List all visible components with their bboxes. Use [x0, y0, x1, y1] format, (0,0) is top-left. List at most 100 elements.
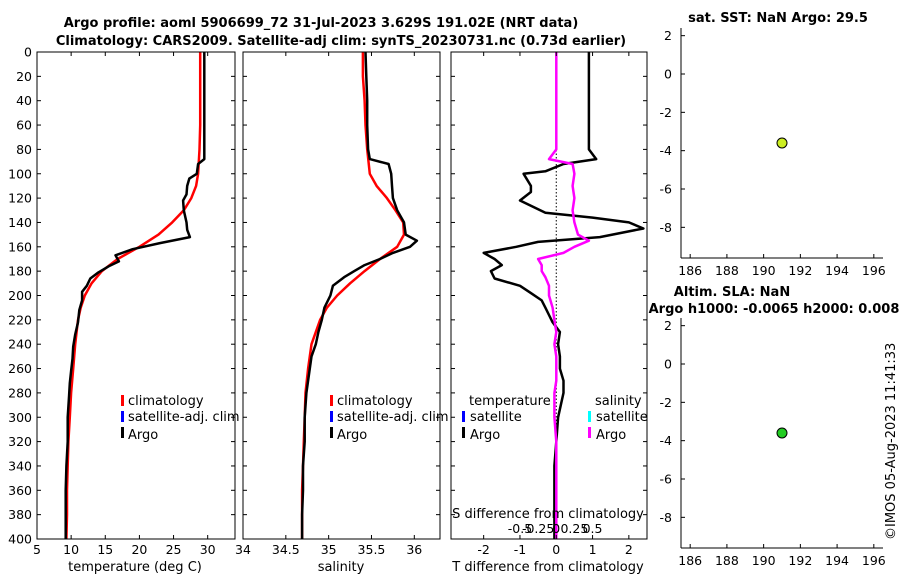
depth-tick-label: 60 — [16, 118, 32, 133]
sla-x-tick-label: 192 — [788, 553, 812, 568]
sst-map-panel: 2 0 -2 -4 -6 -8 186 188 190 192 194 196 — [660, 28, 886, 278]
difference-series-s-difference-argo — [536, 52, 591, 539]
x-tick-label: 0 — [552, 542, 560, 557]
salinity-panel: 34 34.5 35 35.5 36 — [235, 51, 441, 557]
legend-s-satellite-label: satellite — [596, 410, 648, 425]
depth-tick-label: 140 — [8, 215, 32, 230]
temperature-series-climatology — [65, 52, 202, 540]
x-tick-label: -2 — [477, 542, 489, 557]
sla-y-tick-label: 0 — [664, 357, 672, 372]
temperature-series-argo — [64, 52, 206, 539]
salinity-legend: climatology satellite-adj. clim Argo — [330, 394, 449, 443]
x-tick-label: 15 — [97, 542, 113, 557]
depth-tick-label: 300 — [8, 410, 32, 425]
s-difference-xlabel: S difference from climatology — [452, 507, 644, 522]
legend-climatology-label: climatology — [128, 394, 204, 409]
temperature-panel: 0 20 40 60 80 100 120 140 160 180 200 220 240 260 280 3… — [8, 45, 236, 557]
x-tick-label: 5 — [33, 542, 41, 557]
x-tick-label: 1 — [589, 542, 597, 557]
sst-x-tick-label: 192 — [788, 263, 812, 278]
imos-watermark: ©IMOS 05-Aug-2023 11:41:33 — [884, 343, 899, 540]
depth-tick-label: 400 — [8, 532, 32, 547]
legend-s-argo-label: Argo — [596, 428, 626, 443]
salinity-series-argo — [300, 51, 419, 539]
legend-argo-label: Argo — [337, 428, 367, 443]
difference-panel: -2 -1 0 1 2-0.5-0.250 0.250.5 — [450, 51, 648, 557]
sla-y-tick-label: 2 — [664, 318, 672, 333]
difference-legend: temperature salinity satellite Argo sate… — [462, 394, 648, 443]
depth-tick-label: 260 — [8, 361, 32, 376]
legend-t-satellite-swatch — [462, 411, 465, 422]
sst-x-tick-label: 196 — [862, 263, 886, 278]
legend-t-argo-swatch — [462, 427, 465, 438]
sst-y-tick-label: 2 — [664, 28, 672, 43]
sla-x-tick-label: 190 — [752, 553, 776, 568]
sst-x-tick-label: 194 — [825, 263, 849, 278]
depth-tick-label: 180 — [8, 264, 32, 279]
sla-profile-location-marker — [776, 427, 788, 439]
sla-title-line2: Argo h1000: -0.0065 h2000: 0.008 — [649, 302, 900, 317]
legend-satellite-swatch — [121, 411, 124, 422]
x-tick-label: 35.5 — [358, 542, 386, 557]
main-title-line1: Argo profile: aoml 5906699_72 31-Jul-202… — [64, 16, 579, 31]
x-tick-label: 35 — [321, 542, 337, 557]
difference-series-t-difference-argo — [482, 52, 645, 539]
salinity-xlabel: salinity — [318, 560, 365, 575]
temperature-xlabel: temperature (deg C) — [68, 560, 202, 575]
sst-y-tick-label: -6 — [660, 182, 673, 197]
sla-map-panel: 2 0 -2 -4 -6 -8 186 188 190 192 194 196 — [660, 318, 886, 568]
legend-satellite-label: satellite-adj. clim — [128, 410, 240, 425]
sst-y-tick-label: -8 — [660, 220, 673, 235]
legend-satellite-swatch — [330, 411, 333, 422]
x-tick-label: 34.5 — [272, 542, 300, 557]
depth-tick-label: 120 — [8, 191, 32, 206]
depth-tick-label: 160 — [8, 239, 32, 254]
depth-tick-label: 200 — [8, 288, 32, 303]
sla-x-tick-label: 194 — [825, 553, 849, 568]
depth-tick-label: 40 — [16, 93, 32, 108]
legend-s-argo-swatch — [588, 427, 591, 438]
legend-salinity-header: salinity — [595, 394, 642, 409]
depth-tick-label: 220 — [8, 312, 32, 327]
s-difference-tick-label: -0.5 — [508, 521, 532, 536]
depth-tick-label: 360 — [8, 483, 32, 498]
sla-y-tick-label: -2 — [660, 395, 672, 410]
sst-y-tick-label: 0 — [664, 67, 672, 82]
legend-climatology-swatch — [330, 395, 333, 406]
sst-profile-location-marker — [776, 137, 788, 149]
sst-x-tick-label: 190 — [752, 263, 776, 278]
sst-y-tick-label: -2 — [660, 105, 672, 120]
x-tick-label: 36 — [406, 542, 422, 557]
sst-x-tick-label: 186 — [678, 263, 702, 278]
depth-tick-label: 100 — [8, 166, 32, 181]
x-tick-label: 25 — [166, 542, 182, 557]
depth-tick-label: 340 — [8, 458, 32, 473]
legend-climatology-swatch — [121, 395, 124, 406]
main-title-line2: Climatology: CARS2009. Satellite-adj cli… — [56, 34, 626, 49]
x-tick-label: 10 — [63, 542, 79, 557]
depth-tick-label: 0 — [24, 45, 32, 60]
sla-title-line1: Altim. SLA: NaN — [674, 285, 790, 300]
legend-argo-label: Argo — [128, 428, 158, 443]
depth-tick-label: 240 — [8, 337, 32, 352]
s-difference-tick-label: 0 — [552, 521, 560, 536]
x-tick-label: 30 — [200, 542, 216, 557]
legend-argo-swatch — [121, 427, 124, 438]
x-tick-label: 34 — [235, 542, 251, 557]
salinity-series-climatology — [300, 52, 406, 539]
s-difference-tick-label: 0.5 — [583, 521, 603, 536]
temperature-legend: climatology satellite-adj. clim Argo — [121, 394, 240, 443]
t-difference-xlabel: T difference from climatology — [451, 560, 644, 575]
sla-y-tick-label: -4 — [660, 433, 673, 448]
sst-y-tick-label: -4 — [660, 143, 673, 158]
depth-tick-label: 20 — [16, 69, 32, 84]
depth-tick-label: 280 — [8, 385, 32, 400]
sla-x-tick-label: 188 — [715, 553, 739, 568]
legend-temperature-header: temperature — [469, 394, 551, 409]
x-tick-label: 20 — [131, 542, 147, 557]
sla-y-tick-label: -8 — [660, 510, 673, 525]
salinity-axes-box — [242, 51, 441, 540]
sla-x-tick-label: 196 — [862, 553, 886, 568]
depth-tick-label: 380 — [8, 507, 32, 522]
